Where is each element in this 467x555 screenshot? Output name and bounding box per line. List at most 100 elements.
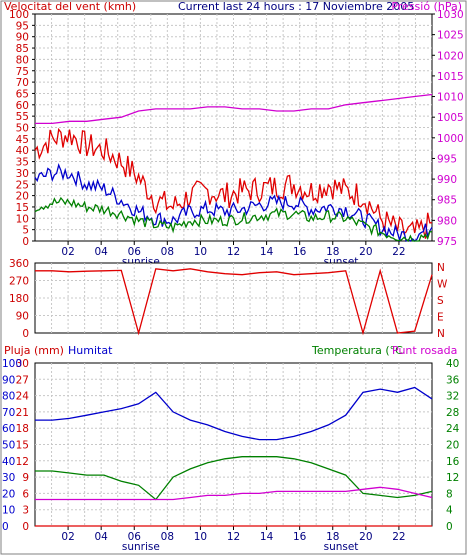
panel1-x-tick: 12 [227, 246, 240, 258]
panel1-x-tick: 04 [94, 246, 108, 258]
panel3-hum-tick: 40 [2, 456, 15, 468]
panel3-rain-tick: 18 [16, 423, 29, 435]
panel3-x-tick: 16 [293, 531, 307, 543]
panel3-hum-tick: 30 [2, 472, 15, 484]
panel3-temp-tick: 28 [446, 407, 459, 419]
panel3-rain-tick: 27 [16, 374, 29, 386]
panel3-temp-tick: 16 [446, 456, 460, 468]
panel3-x-tick: 12 [227, 531, 240, 543]
panel1-right-tick: 1000 [437, 133, 464, 145]
panel1-series-red [34, 127, 432, 239]
panel3-x-tick: 06 [128, 531, 142, 543]
panel1-left-tick: 25 [16, 179, 29, 191]
panel3-x-tick: 14 [260, 531, 274, 543]
panel2-left-tick: 0 [22, 328, 29, 340]
panel1-left-tick: 20 [16, 191, 29, 203]
panel3-x-tick: 10 [194, 531, 207, 543]
panel2-left-tick: 90 [16, 311, 29, 323]
panel1-left-tick: 85 [16, 43, 29, 55]
panel3-x-tick: 02 [61, 531, 74, 543]
panel1-left-tick: 35 [16, 157, 29, 169]
panel3-temp-tick: 40 [446, 358, 459, 370]
panel3-rain-tick: 3 [22, 505, 29, 517]
panel2-left-tick: 270 [9, 276, 29, 288]
panel3-hum-tick: 20 [2, 488, 15, 500]
panel3-hum-tick: 10 [2, 505, 15, 517]
panel3-x-tick: 04 [94, 531, 108, 543]
panel3-x-tick: 22 [392, 531, 405, 543]
panel3-temp-tick: 8 [446, 488, 453, 500]
panel1-x-tick: 08 [161, 246, 174, 258]
panel3-hum-tick: 90 [2, 374, 15, 386]
panel1-left-tick: 65 [16, 88, 29, 100]
panel3-rain-tick: 12 [16, 456, 29, 468]
panel2-right-tick: E [437, 312, 444, 324]
panel1-right-tick: 1020 [437, 50, 464, 62]
panel3-hum-tick: 70 [2, 407, 15, 419]
panel3-temp-tick: 36 [446, 374, 460, 386]
panel3-rain-tick: 30 [16, 358, 29, 370]
panel3-temp-tick: 24 [446, 423, 460, 435]
panel1-left-tick: 80 [16, 54, 29, 66]
panel1-left-tick: 90 [16, 32, 29, 44]
panel3-rain-tick: 15 [16, 440, 29, 452]
panel1-left-tick: 10 [16, 213, 29, 225]
panel1-right-tick: 980 [437, 215, 457, 227]
panel1-right-tick: 990 [437, 174, 457, 186]
panel1-series-magenta [35, 93, 433, 125]
panel3-temp-tick: 12 [446, 472, 459, 484]
panel3-rain-tick: 9 [22, 472, 29, 484]
panel2-right-tick: N [437, 328, 445, 340]
panel1-right-tick: 995 [437, 153, 457, 165]
panel2-left-tick: 360 [9, 258, 29, 270]
panel3-temp-tick: 32 [446, 391, 459, 403]
panel3-hum-label: Humitat [68, 344, 113, 357]
panel3-hum-tick: 80 [2, 391, 15, 403]
panel3-temp-tick: 4 [446, 505, 453, 517]
panel1-left-tick: 100 [9, 9, 29, 21]
panel1-left-tick: 60 [16, 100, 29, 112]
panel3-series-Humitat [35, 386, 433, 441]
panel1-right-label: Pressió (hPa) [391, 0, 462, 13]
panel1-right-tick: 1015 [437, 71, 464, 83]
panel3-rain-tick: 24 [16, 391, 30, 403]
panel1-left-tick: 0 [22, 236, 29, 248]
panel1-x-tick: 10 [194, 246, 207, 258]
panel2-series-red [35, 268, 433, 336]
panel1-x-tick: 06 [128, 246, 142, 258]
panel3-hum-tick: 100 [2, 358, 22, 370]
panel3-hum-tick: 60 [2, 423, 15, 435]
panel1-left-tick: 50 [16, 123, 29, 135]
panel3-marker-sunrise: sunrise [122, 541, 160, 553]
panel2-right-tick: S [437, 295, 444, 307]
panel2-left-tick: 180 [9, 293, 29, 305]
panel1-right-tick: 1005 [437, 112, 464, 124]
panel3-temp-label: Temperatura (°C [311, 344, 403, 357]
panel3-temp-tick: 0 [446, 521, 453, 533]
panel3-rain-tick: 21 [16, 407, 29, 419]
panel1-left-tick: 95 [16, 20, 29, 32]
panel3-rain-tick: 6 [22, 488, 29, 500]
panel3-rain-tick: 0 [22, 521, 29, 533]
panel1-left-tick: 55 [16, 111, 29, 123]
panel1-left-tick: 30 [16, 168, 29, 180]
panel1-left-tick: 15 [16, 202, 29, 214]
panel1-left-tick: 70 [16, 77, 29, 89]
panel3-dew-label: Punt rosada [392, 344, 457, 357]
panel1-x-tick: 14 [260, 246, 274, 258]
panel1-x-tick: 20 [359, 246, 372, 258]
panel1-right-tick: 1010 [437, 92, 464, 104]
panel1-left-tick: 40 [16, 145, 29, 157]
panel3-marker-sunset: sunset [324, 541, 359, 553]
panel3-series-Punt rosada [35, 486, 433, 501]
panel1-left-label: Velocitat del vent (kmh) [4, 0, 136, 13]
panel1-left-tick: 75 [16, 66, 29, 78]
panel1-x-tick: 22 [392, 246, 405, 258]
panel3-x-tick: 08 [161, 531, 174, 543]
panel2-right-tick: N [437, 262, 445, 274]
panel3-hum-tick: 50 [2, 440, 15, 452]
panel3-temp-tick: 20 [446, 440, 459, 452]
panel1-series-green [34, 196, 433, 243]
